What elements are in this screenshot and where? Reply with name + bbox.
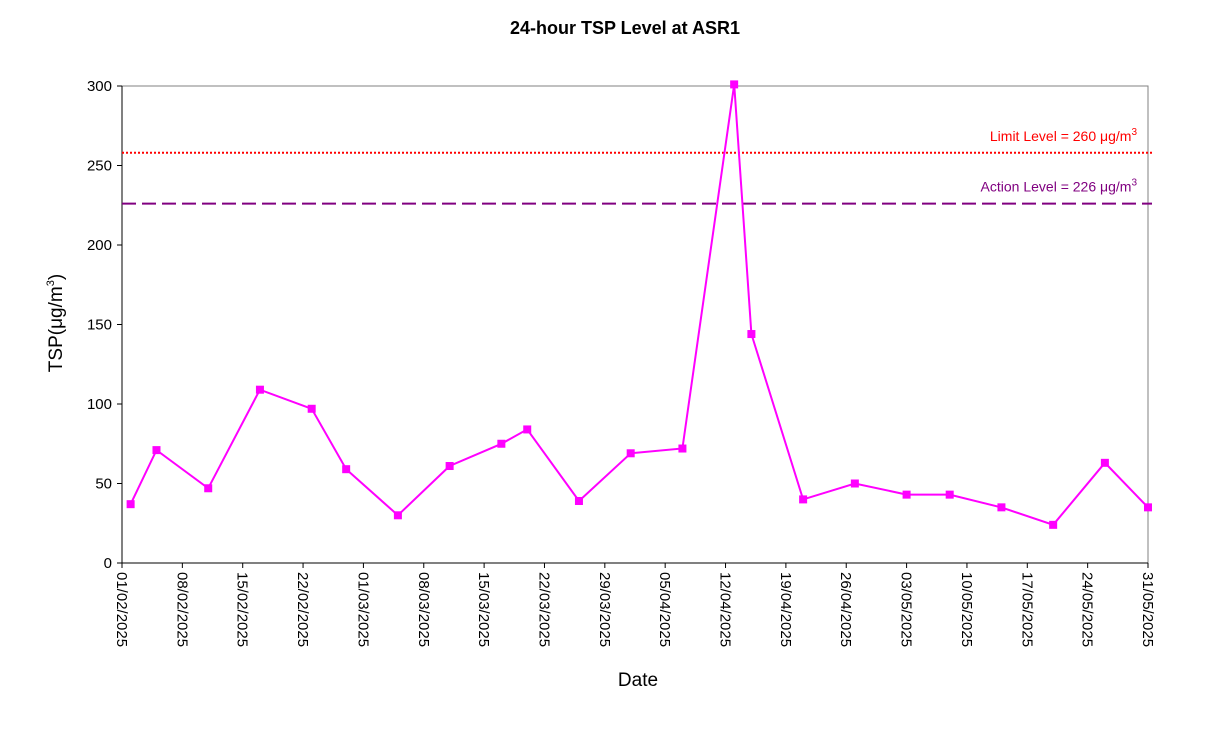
x-axis-label: Date xyxy=(618,670,658,691)
x-tick-label: 08/02/2025 xyxy=(173,572,190,647)
y-axis-label-mu: μ xyxy=(46,318,67,329)
y-axis-label-sup: 3 xyxy=(45,280,57,286)
limit-level-label: Limit Level = 260 μg/m3 xyxy=(990,127,1138,144)
data-point xyxy=(126,500,135,509)
y-tick-label: 150 xyxy=(87,317,112,334)
data-point xyxy=(574,496,583,505)
x-tick-label: 15/03/2025 xyxy=(475,572,492,647)
data-point xyxy=(945,490,954,499)
data-point xyxy=(342,465,351,474)
x-tick-label: 08/03/2025 xyxy=(415,572,432,647)
data-point xyxy=(799,495,808,504)
reference-lines: Limit Level = 260 μg/m3 Action Level = 22… xyxy=(122,127,1152,205)
data-point xyxy=(850,479,859,488)
x-tick-label: 31/05/2025 xyxy=(1139,572,1156,647)
action-level-label: Action Level = 226 μg/m3 xyxy=(981,178,1138,195)
chart-title: 24-hour TSP Level at ASR1 xyxy=(510,18,740,38)
data-point xyxy=(902,490,911,499)
data-point xyxy=(523,425,532,434)
data-point xyxy=(678,444,687,453)
x-tick-label: 01/03/2025 xyxy=(354,572,371,647)
x-axis-ticks: 01/02/2025 08/02/2025 15/02/2025 22/02/2025… xyxy=(113,563,1156,647)
data-point xyxy=(1049,520,1058,529)
x-tick-label: 12/04/2025 xyxy=(717,572,734,647)
x-tick-label: 26/04/2025 xyxy=(837,572,854,647)
x-tick-label: 22/03/2025 xyxy=(535,572,552,647)
x-tick-label: 17/05/2025 xyxy=(1018,572,1035,647)
series-line xyxy=(129,84,1149,526)
data-point xyxy=(1144,503,1152,512)
x-tick-label: 10/05/2025 xyxy=(958,572,975,647)
y-axis-label: TSP(μg/m3) xyxy=(45,274,67,372)
x-tick-label: 22/02/2025 xyxy=(294,572,311,647)
data-point xyxy=(626,449,635,458)
y-tick-label: 250 xyxy=(87,158,112,175)
y-axis-label-main: TSP( xyxy=(46,328,67,372)
data-point xyxy=(204,484,213,493)
y-tick-label: 300 xyxy=(87,78,112,95)
data-point xyxy=(307,404,316,413)
plot-area xyxy=(121,85,1149,564)
data-point xyxy=(997,503,1006,512)
x-tick-label: 05/04/2025 xyxy=(656,572,673,647)
data-point xyxy=(393,511,402,520)
data-point xyxy=(497,439,506,448)
data-point xyxy=(152,446,161,455)
data-point xyxy=(730,80,739,89)
data-point xyxy=(445,462,454,471)
x-tick-label: 15/02/2025 xyxy=(234,572,251,647)
x-tick-label: 19/04/2025 xyxy=(777,572,794,647)
data-point xyxy=(1100,458,1109,467)
y-axis-label-rest: g/m xyxy=(46,286,67,318)
x-tick-label: 01/02/2025 xyxy=(113,572,130,647)
x-tick-label: 24/05/2025 xyxy=(1079,572,1096,647)
x-tick-label: 03/05/2025 xyxy=(898,572,915,647)
data-point xyxy=(255,385,264,394)
data-point xyxy=(747,330,756,339)
x-tick-label: 29/03/2025 xyxy=(596,572,613,647)
y-axis-label-close: ) xyxy=(46,274,67,280)
y-tick-label: 50 xyxy=(95,476,112,493)
y-tick-label: 0 xyxy=(104,555,112,572)
y-tick-label: 100 xyxy=(87,396,112,413)
y-tick-label: 200 xyxy=(87,237,112,254)
y-axis-ticks: 0 50 100 150 200 250 300 xyxy=(87,78,122,572)
data-series xyxy=(126,80,1152,529)
